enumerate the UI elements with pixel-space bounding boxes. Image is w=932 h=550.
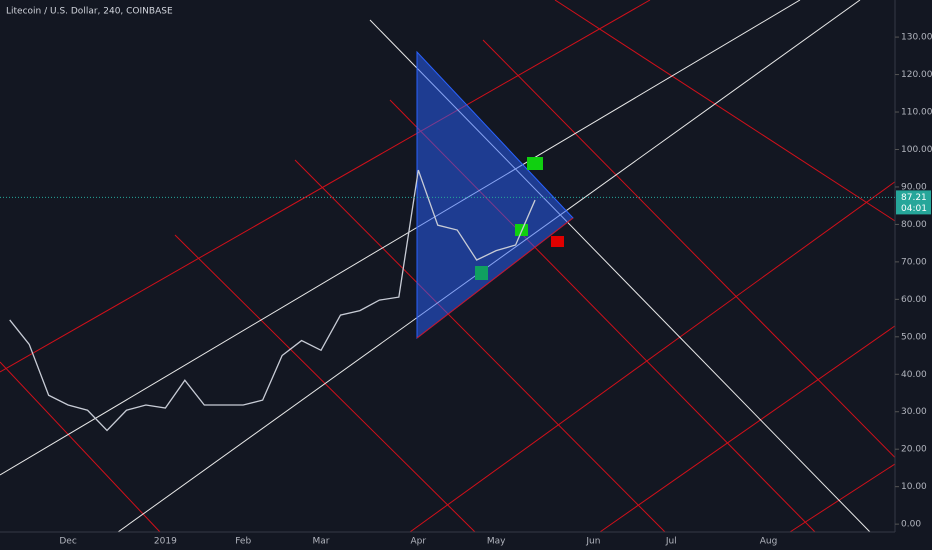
x-tick-label: Aug (760, 537, 778, 547)
x-tick-label: May (487, 537, 506, 547)
x-tick-label: Mar (313, 537, 330, 547)
y-tick-label: 50.00 (901, 332, 927, 342)
y-tick-label: 30.00 (901, 407, 927, 417)
y-tick-label: 80.00 (901, 220, 927, 230)
stop-box (551, 236, 564, 247)
y-tick-label: 70.00 (901, 257, 927, 267)
x-tick-label: Apr (411, 537, 427, 547)
target-box (527, 157, 543, 170)
last-price-box (896, 190, 931, 215)
x-tick-label: Jun (585, 537, 600, 547)
y-tick-label: 0.00 (901, 520, 921, 530)
x-tick-label: 2019 (154, 537, 177, 547)
price-axis (895, 0, 932, 550)
y-tick-label: 60.00 (901, 295, 927, 305)
x-tick-label: Feb (235, 537, 251, 547)
y-tick-label: 10.00 (901, 482, 927, 492)
price-line (9, 169, 536, 432)
triangle-base (416, 217, 574, 339)
y-tick-label: 130.00 (901, 33, 932, 43)
x-tick-label: Dec (59, 537, 76, 547)
last-price-label: 87.21 (901, 193, 927, 203)
countdown-timer: 04:01 (901, 204, 927, 214)
chart-title: Litecoin / U.S. Dollar, 240, COINBASE (6, 7, 173, 17)
y-tick-label: 120.00 (901, 70, 932, 80)
support-box (475, 266, 488, 280)
y-tick-label: 20.00 (901, 445, 927, 455)
y-tick-label: 110.00 (901, 108, 932, 118)
x-tick-label: Jul (665, 537, 677, 547)
y-tick-label: 40.00 (901, 370, 927, 380)
y-tick-label: 100.00 (901, 145, 932, 155)
y-tick-label: 90.00 (901, 182, 927, 192)
